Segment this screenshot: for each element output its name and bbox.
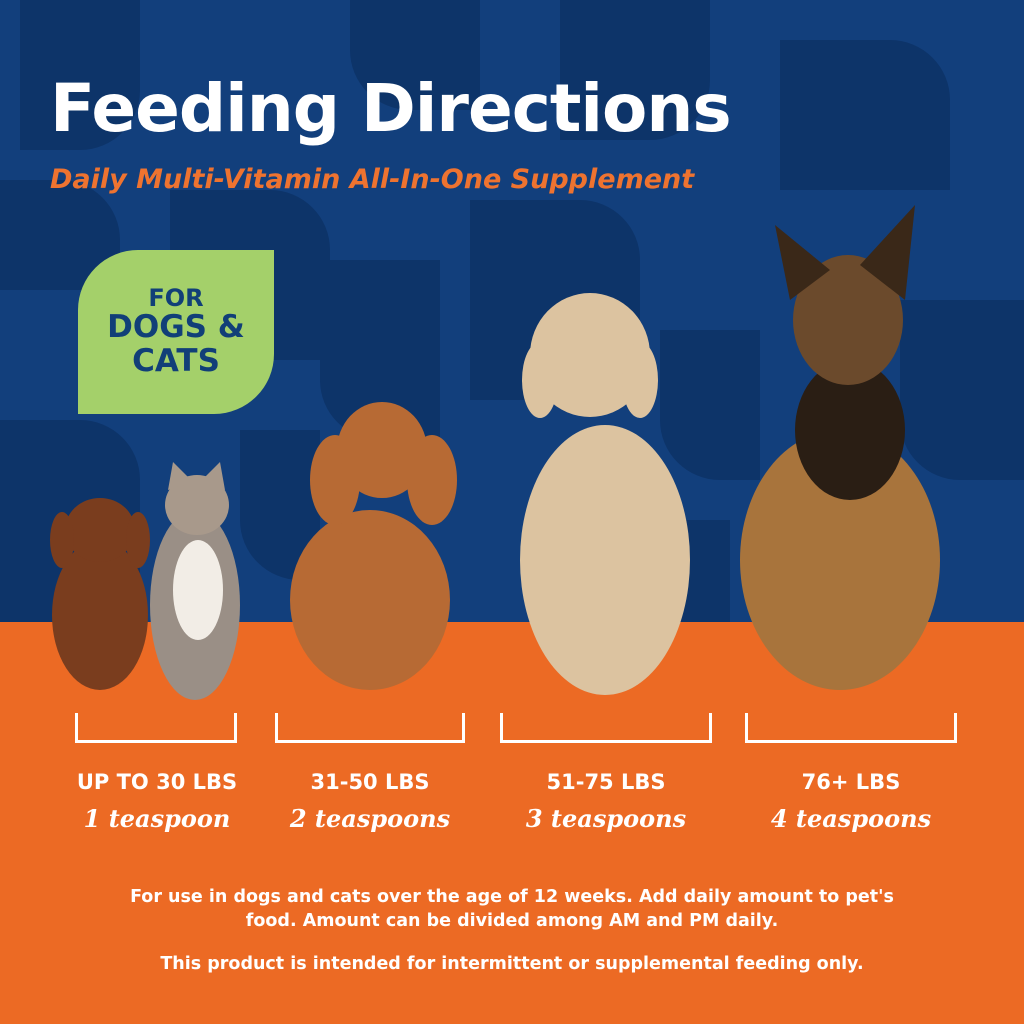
dosage-item: 76+ LBS 4 teaspoons xyxy=(731,770,971,833)
dachshund-image xyxy=(50,498,150,690)
cat-image xyxy=(150,462,240,700)
disclaimer-note: This product is intended for intermitten… xyxy=(160,954,864,974)
pets-photo xyxy=(50,205,940,700)
dose-amount: 4 teaspoons xyxy=(770,804,932,833)
bracket-4 xyxy=(745,713,957,743)
bracket-3 xyxy=(500,713,712,743)
weight-range: UP TO 30 LBS xyxy=(76,770,238,794)
dose-amount: 2 teaspoons xyxy=(289,804,451,833)
badge-line-2: DOGS & xyxy=(107,309,245,346)
bracket-2 xyxy=(275,713,465,743)
weight-range: 31-50 LBS xyxy=(310,770,430,794)
dogs-cats-badge: FOR DOGS & CATS xyxy=(78,250,274,414)
dose-amount: 3 teaspoons xyxy=(525,804,687,833)
weight-range: 51-75 LBS xyxy=(546,770,666,794)
bracket-1 xyxy=(75,713,237,743)
dosage-item: 51-75 LBS 3 teaspoons xyxy=(486,770,726,833)
orange-panel xyxy=(0,622,1024,1024)
dosage-item: UP TO 30 LBS 1 teaspoon xyxy=(37,770,277,833)
weight-range: 76+ LBS xyxy=(801,770,901,794)
badge-line-1: FOR xyxy=(148,283,204,312)
goldendoodle-image xyxy=(520,293,690,695)
cocker-spaniel-image xyxy=(290,402,457,690)
usage-note: For use in dogs and cats over the age of… xyxy=(130,887,894,931)
page-title: Feeding Directions xyxy=(50,70,732,147)
dose-amount: 1 teaspoon xyxy=(83,804,231,833)
german-shepherd-image xyxy=(740,205,940,690)
badge-line-3: CATS xyxy=(132,342,220,379)
page-subtitle: Daily Multi-Vitamin All-In-One Supplemen… xyxy=(50,164,695,195)
dosage-item: 31-50 LBS 2 teaspoons xyxy=(250,770,490,833)
